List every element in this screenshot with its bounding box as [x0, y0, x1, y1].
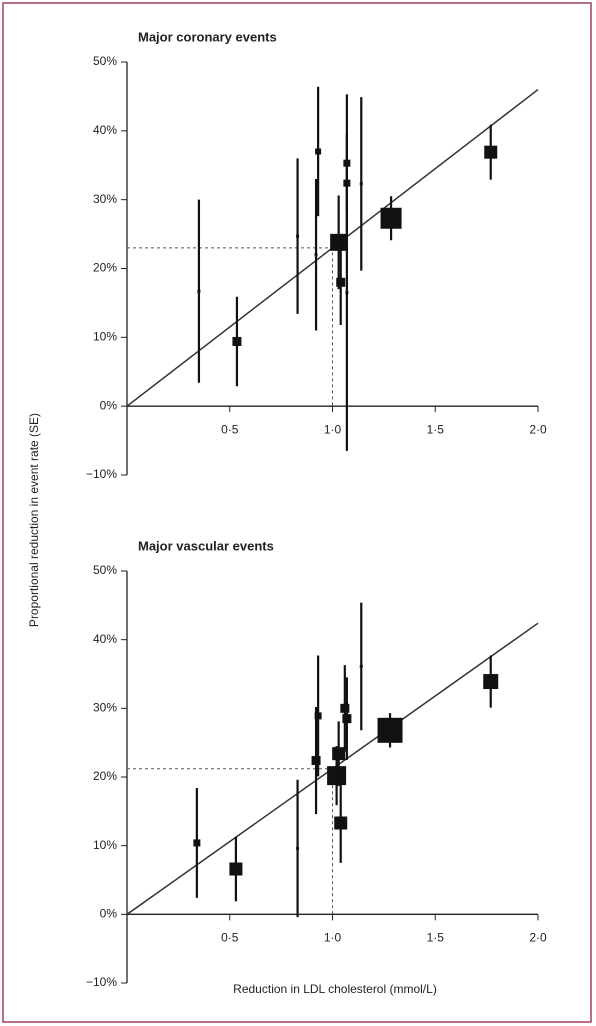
point	[334, 816, 348, 830]
point	[330, 233, 348, 251]
point	[340, 703, 350, 713]
point	[315, 148, 322, 155]
point	[327, 766, 347, 786]
y-tick-label: 50%	[93, 563, 117, 577]
point	[314, 712, 322, 720]
point	[197, 289, 201, 293]
y-tick-label: 40%	[93, 123, 117, 137]
y-tick-label: 30%	[93, 701, 117, 715]
y-axis-label: Proportional reduction in event rate (SE…	[27, 413, 41, 627]
point	[229, 862, 243, 876]
x-tick-label: 1·0	[324, 931, 342, 945]
x-tick-label: 1·5	[427, 931, 445, 945]
point	[377, 717, 403, 743]
y-tick-label: −10%	[86, 975, 117, 989]
x-tick-label: 2·0	[529, 422, 547, 436]
point	[484, 145, 498, 159]
point	[296, 846, 300, 850]
x-tick-label: 0·5	[221, 931, 239, 945]
y-tick-label: 0%	[100, 398, 118, 412]
point	[345, 291, 349, 295]
point	[359, 182, 363, 186]
y-tick-label: 30%	[93, 192, 117, 206]
x-axis-label: Reduction in LDL cholesterol (mmol/L)	[233, 982, 437, 996]
point	[336, 277, 346, 287]
point	[232, 336, 242, 346]
point	[342, 714, 352, 724]
y-tick-label: 20%	[93, 261, 117, 275]
x-tick-label: 0·5	[221, 422, 239, 436]
y-tick-label: 20%	[93, 769, 117, 783]
y-tick-label: −10%	[86, 467, 117, 481]
point	[359, 664, 363, 668]
chart-title: Major vascular events	[138, 538, 274, 553]
y-tick-label: 50%	[93, 54, 117, 68]
point	[483, 674, 499, 690]
y-tick-label: 10%	[93, 838, 117, 852]
point	[311, 756, 321, 766]
x-tick-label: 1·0	[324, 422, 342, 436]
point	[380, 207, 402, 229]
chart-title: Major coronary events	[138, 29, 277, 44]
y-tick-label: 10%	[93, 330, 117, 344]
x-tick-label: 2·0	[529, 931, 547, 945]
point	[193, 839, 201, 847]
y-tick-label: 0%	[100, 907, 118, 921]
point	[314, 253, 318, 257]
point	[343, 159, 351, 167]
x-tick-label: 1·5	[427, 422, 445, 436]
y-tick-label: 40%	[93, 632, 117, 646]
point	[296, 234, 300, 238]
point	[332, 747, 346, 761]
